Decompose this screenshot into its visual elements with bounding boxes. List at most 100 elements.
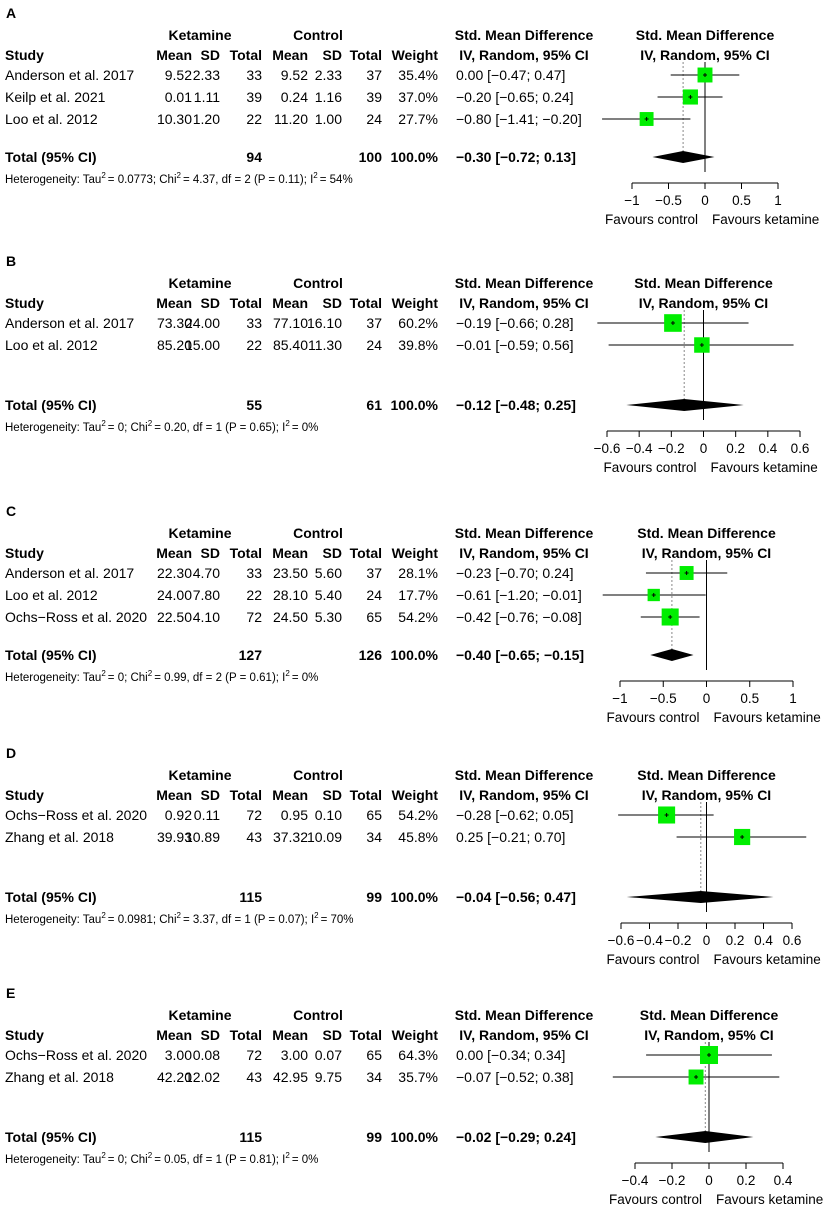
study-sd2: 5.30 [314,609,342,625]
study-name: Zhang et al. 2018 [5,829,114,845]
smd-header-line2: IV, Random, 95% CI [459,295,589,311]
study-mean1: 24.00 [156,587,192,603]
group1-header: Ketamine [168,525,232,541]
col-weight: Weight [391,47,438,63]
col-study: Study [5,787,44,803]
col-study: Study [5,1027,44,1043]
total-weight: 100.0% [390,397,438,413]
study-sd1: 1.20 [192,111,220,127]
study-weight: 27.7% [398,111,438,127]
favours-left-label: Favours control [606,710,699,725]
x-tick-label: 0 [703,691,711,706]
total-n2: 99 [366,1129,382,1145]
total-weight: 100.0% [390,149,438,165]
col-mean1: Mean [156,1027,192,1043]
study-ci: 0.25 [−0.21; 0.70] [456,829,566,845]
x-tick-label: 0.5 [732,193,751,208]
col-mean1: Mean [156,545,192,561]
x-tick-label: 1 [789,691,797,706]
study-sd1: 4.70 [192,565,220,581]
total-n2: 99 [366,889,382,905]
total-n1: 94 [246,149,262,165]
study-name: Zhang et al. 2018 [5,1069,114,1085]
study-weight: 60.2% [398,315,438,331]
superscript: 2 [101,171,106,180]
smd-header-line1: Std. Mean Difference [454,767,594,783]
x-tick-label: −0.2 [658,441,685,456]
group1-header: Ketamine [168,1007,232,1023]
study-total2: 37 [366,315,382,331]
study-total1: 22 [246,587,262,603]
col-study: Study [5,295,44,311]
group1-header: Ketamine [168,767,232,783]
x-tick-label: −0.4 [636,933,663,948]
study-mean1: 3.00 [164,1047,192,1063]
study-total1: 39 [246,89,262,105]
study-ci: 0.00 [−0.34; 0.34] [456,1047,566,1063]
x-tick-label: 0.4 [774,1173,793,1188]
study-total1: 33 [246,315,262,331]
study-sd1: 12.02 [184,1069,220,1085]
heterogeneity-part: = 0.0773; Chi [107,174,177,186]
total-label: Total (95% CI) [5,647,97,663]
study-weight: 64.3% [398,1047,438,1063]
total-weight: 100.0% [390,1129,438,1145]
x-tick-label: −0.6 [608,933,635,948]
heterogeneity-part: = 0.0981; Chi [107,914,177,926]
group2-header: Control [293,27,343,43]
study-mean2: 23.50 [272,565,308,581]
smd-header-line2: IV, Random, 95% CI [459,47,589,63]
study-total2: 39 [366,89,382,105]
study-name: Keilp et al. 2021 [5,89,106,105]
heterogeneity-part: = 0% [291,422,319,434]
study-mean2: 9.52 [280,67,308,83]
plot-subtitle: IV, Random, 95% CI [638,295,769,311]
x-tick-label: −0.5 [655,193,682,208]
col-sd2: SD [322,1027,342,1043]
study-sd1: 15.00 [184,337,220,353]
study-ci: −0.28 [−0.62; 0.05] [456,807,574,823]
col-total1: Total [229,545,262,561]
total-weight: 100.0% [390,889,438,905]
study-mean2: 0.24 [280,89,308,105]
heterogeneity-part: = 0.99, df = 2 (P = 0.61); I [154,672,286,684]
favours-right-label: Favours ketamine [716,1192,823,1207]
plot-subtitle: IV, Random, 95% CI [641,787,772,803]
study-sd2: 1.00 [314,111,342,127]
study-total2: 65 [366,609,382,625]
favours-left-label: Favours control [606,952,699,967]
total-n2: 100 [358,149,382,165]
study-mean1: 22.50 [156,609,192,625]
x-tick-label: 0.2 [737,1173,756,1188]
heterogeneity-part: Heterogeneity: Tau [5,422,102,434]
favours-left-label: Favours control [605,212,698,227]
study-ci: −0.80 [−1.41; −0.20] [456,111,582,127]
study-total2: 37 [366,565,382,581]
study-weight: 54.2% [398,807,438,823]
forest-panel-b: B Ketamine Control Std. Mean Difference Stud… [0,248,829,478]
study-mean1: 85.20 [156,337,192,353]
study-sd2: 2.33 [314,67,342,83]
heterogeneity-part: Heterogeneity: Tau [5,672,102,684]
pooled-diamond [650,649,694,661]
study-sd1: 7.80 [192,587,220,603]
study-weight: 37.0% [398,89,438,105]
study-sd1: 1.11 [193,89,220,105]
study-sd2: 5.60 [314,565,342,581]
col-total1: Total [229,295,262,311]
superscript: 2 [313,171,318,180]
col-mean1: Mean [156,47,192,63]
superscript: 2 [101,419,106,428]
col-total2: Total [349,787,382,803]
study-mean1: 10.30 [156,111,192,127]
study-total2: 34 [366,829,382,845]
forest-panel-e: E Ketamine Control Std. Mean Difference Stud… [0,980,829,1210]
heterogeneity-part: = 4.37, df = 2 (P = 0.11); I [182,174,314,186]
col-total1: Total [229,787,262,803]
superscript: 2 [101,1151,106,1160]
study-weight: 28.1% [398,565,438,581]
col-mean2: Mean [272,545,308,561]
x-tick-label: −0.2 [659,1173,686,1188]
pooled-diamond [626,399,744,411]
study-sd2: 0.07 [314,1047,342,1063]
